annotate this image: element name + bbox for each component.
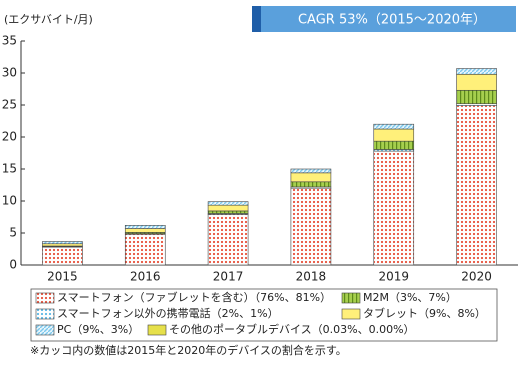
footnote: ※カッコ内の数値は2015年と2020年のデバイスの割合を示す。 (30, 343, 347, 357)
bar-segment (208, 202, 248, 206)
bar-segment (374, 141, 414, 149)
legend-label: その他のポータブルデバイス（0.03%、0.00%） (169, 322, 415, 336)
bar-segment (291, 182, 331, 187)
bar-segment (208, 214, 248, 265)
x-tick-label: 2016 (130, 270, 161, 284)
bar-segment (125, 234, 165, 265)
legend-swatch (342, 293, 360, 303)
bar-segment (208, 211, 248, 214)
bar-segment (125, 229, 165, 233)
bar-segment (125, 225, 165, 228)
x-tick-label: 2019 (378, 270, 409, 284)
legend-swatch (342, 309, 360, 319)
bar-segment (42, 242, 82, 244)
x-tick-label: 2017 (213, 270, 244, 284)
legend-label: M2M（3%、7%） (363, 291, 457, 304)
bar-segment (291, 188, 331, 265)
bar-segment (208, 205, 248, 211)
legend-label: PC（9%、3%） (57, 323, 139, 336)
annotation-stripe (252, 6, 261, 32)
x-tick-label: 2020 (461, 270, 492, 284)
y-tick-label: 25 (2, 98, 17, 112)
bar-segment (457, 74, 497, 90)
legend-swatch (148, 325, 166, 335)
legend-swatch (36, 325, 54, 335)
y-tick-label: 5 (9, 226, 17, 240)
bar-segment (457, 106, 497, 265)
bar-segment (291, 169, 331, 173)
y-tick-label: 15 (2, 162, 17, 176)
x-tick-label: 2015 (47, 270, 78, 284)
y-axis-label: (エクサバイト/月) (4, 13, 93, 26)
bar-segment (457, 90, 497, 103)
legend-swatch (36, 309, 54, 319)
bar-segment (42, 244, 82, 246)
bar-segment (291, 173, 331, 182)
legend-label: スマートフォン以外の携帯電話（2%、1%） (57, 306, 279, 320)
bar-segment (374, 124, 414, 129)
bar-segment (374, 129, 414, 141)
y-tick-label: 10 (2, 194, 17, 208)
bar-segment (374, 151, 414, 265)
y-tick-label: 30 (2, 66, 17, 80)
bar-segment (457, 69, 497, 75)
legend-label: タブレット（9%、8%） (363, 306, 486, 320)
y-tick-label: 0 (9, 258, 17, 272)
y-tick-label: 20 (2, 130, 17, 144)
y-tick-label: 35 (2, 34, 17, 48)
bar-segment (42, 247, 82, 265)
legend-label: スマートフォン（ファブレットを含む）（76%、81%） (57, 290, 331, 304)
x-tick-label: 2018 (296, 270, 327, 284)
annotation: CAGR 53%（2015～2020年） (298, 13, 486, 28)
legend-swatch (36, 293, 54, 303)
